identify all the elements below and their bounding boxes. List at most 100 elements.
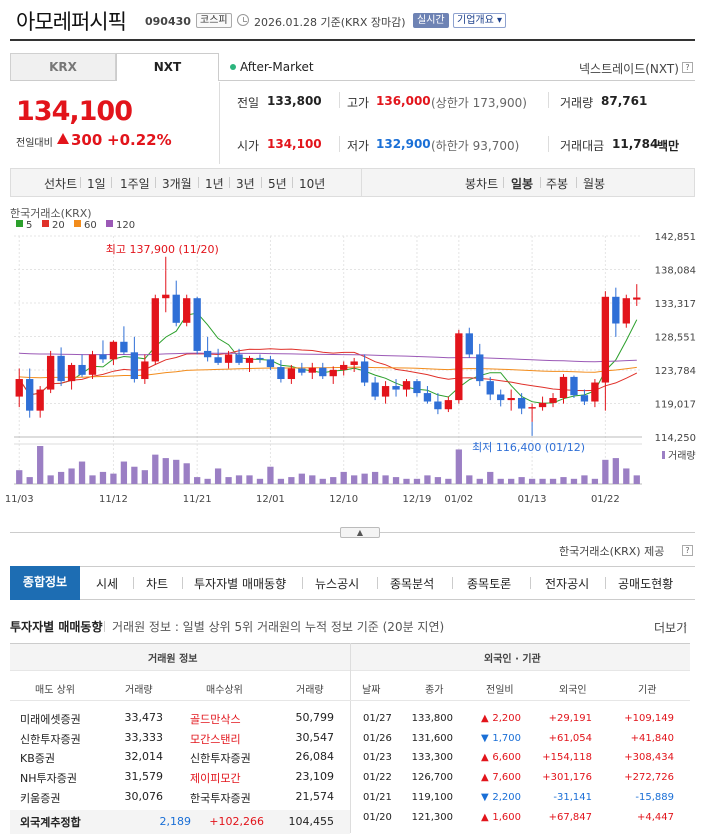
volume-bar <box>361 473 368 484</box>
help-icon[interactable]: ? <box>682 545 693 556</box>
ma-line <box>19 352 637 363</box>
period-5y[interactable]: 5년 <box>268 177 287 191</box>
candle-daily[interactable]: 일봉 <box>511 177 534 191</box>
candle-body <box>266 359 275 368</box>
inst-foreign: +29,191 <box>548 713 592 724</box>
prev-close-label: 전일 <box>237 96 260 110</box>
candle-body <box>36 389 44 411</box>
volume-bar <box>382 475 389 484</box>
nav-tab-news[interactable]: 뉴스공시 <box>315 577 360 591</box>
candle-body <box>130 352 139 380</box>
broker-buy-volume: 23,109 <box>295 770 335 784</box>
change-value: 300 <box>71 131 103 149</box>
tab-nxt[interactable]: NXT <box>116 53 219 81</box>
open-value: 134,100 <box>267 137 322 151</box>
high-value: 136,000 <box>376 94 431 108</box>
candle-monthly[interactable]: 월봉 <box>583 177 606 191</box>
candle-body <box>256 357 264 360</box>
inst-change: 1,700 <box>492 732 521 744</box>
nav-tab-chart[interactable]: 차트 <box>146 577 169 591</box>
amount-unit: 백만 <box>657 139 680 153</box>
inst-foreign: +67,847 <box>548 811 592 823</box>
period-1y[interactable]: 1년 <box>205 177 224 191</box>
realtime-button[interactable]: 실시간 <box>413 13 449 28</box>
volume-bar <box>256 478 264 484</box>
price-chart[interactable]: 한국거래소(KRX)5 20 60 120 142,851 138,084 133,317 1… <box>0 200 705 522</box>
candle-body <box>287 368 296 380</box>
y-tick-label: 133,317 <box>655 299 696 310</box>
period-10y[interactable]: 10년 <box>299 177 326 191</box>
candle-body <box>235 354 243 363</box>
volume-bar <box>528 478 536 484</box>
volume-legend-swatch <box>662 451 665 459</box>
current-price: 134,100 <box>16 96 133 127</box>
candle-body <box>455 333 463 401</box>
volume-label: 거래량 <box>560 96 594 110</box>
inst-close: 131,600 <box>411 732 453 744</box>
candle-body <box>413 381 421 394</box>
candle-body <box>633 297 641 300</box>
candle-body <box>444 400 453 410</box>
volume-bar <box>99 471 107 484</box>
period-bar-divider <box>361 169 362 196</box>
period-1w[interactable]: 1주일 <box>120 177 150 191</box>
ma-line <box>19 366 637 379</box>
broker-sell-volume: 30,076 <box>124 789 164 803</box>
line-chart-label[interactable]: 선차트 <box>44 177 78 191</box>
y-tick-label: 142,851 <box>655 232 696 243</box>
volume-bar <box>183 463 190 484</box>
volume-bar <box>434 477 442 484</box>
volume-bar <box>602 459 609 484</box>
help-icon[interactable]: ? <box>682 62 693 73</box>
volume-bar <box>539 478 546 484</box>
period-3m[interactable]: 3개월 <box>162 177 192 191</box>
candle-body <box>99 354 107 360</box>
up-triangle-icon <box>57 133 69 144</box>
volume-bar <box>298 473 305 484</box>
volume-value: 87,761 <box>601 94 648 108</box>
volume-bar <box>152 454 159 484</box>
ma-line <box>18 312 638 404</box>
inst-foreign: +301,176 <box>542 772 592 784</box>
broker-buy-name: 모간스탠리 <box>190 732 241 746</box>
inst-close: 126,700 <box>411 772 453 784</box>
candle-weekly[interactable]: 주봉 <box>546 177 569 191</box>
volume-bar <box>623 468 630 484</box>
nav-tab-analysis[interactable]: 종목분석 <box>390 577 435 591</box>
broker-sell-name: 미래에셋증권 <box>20 713 81 726</box>
inst-date: 01/23 <box>363 752 392 764</box>
nav-tab-quotes[interactable]: 시세 <box>96 577 119 591</box>
nav-tab-discussion[interactable]: 종목토론 <box>467 577 512 591</box>
period-1d[interactable]: 1일 <box>87 177 106 191</box>
tab-baseline-left <box>10 80 116 81</box>
foreign-total-buy: 104,455 <box>288 815 335 828</box>
inst-foreign: +61,054 <box>548 732 592 744</box>
volume-bar <box>497 478 504 484</box>
more-link[interactable]: 더보기 <box>654 621 688 635</box>
nav-tab-investor-trend[interactable]: 투자자별 매매동향 <box>194 577 287 591</box>
candle-body <box>172 294 180 323</box>
period-3y[interactable]: 3년 <box>236 177 255 191</box>
inst-foreign: -31,141 <box>553 791 592 803</box>
open-label: 시가 <box>237 139 260 153</box>
inst-table-header <box>351 643 690 671</box>
chart-source-label: 한국거래소(KRX) <box>10 207 92 220</box>
volume-bar <box>487 471 494 484</box>
volume-bar <box>466 475 473 484</box>
nav-tab-overview[interactable]: 종합정보 <box>10 566 80 600</box>
chevron-right-icon: › <box>683 620 687 631</box>
volume-bar <box>518 477 525 484</box>
nav-tab-short-selling[interactable]: 공매도현황 <box>618 577 674 591</box>
candle-body <box>67 364 76 382</box>
nav-tab-disclosure[interactable]: 전자공시 <box>545 577 590 591</box>
tab-krx[interactable]: KRX <box>10 53 116 81</box>
collapse-toggle-icon[interactable]: ▲ <box>340 527 380 538</box>
x-tick-label: 11/12 <box>99 494 128 505</box>
company-info-dropdown[interactable]: 기업개요 ▾ <box>453 13 506 28</box>
volume-bar <box>508 478 515 484</box>
candle-body <box>381 386 390 397</box>
inst-close: 133,800 <box>411 713 453 724</box>
period-sep <box>540 177 541 188</box>
volume-bar <box>560 477 567 484</box>
volume-bar <box>110 473 117 484</box>
